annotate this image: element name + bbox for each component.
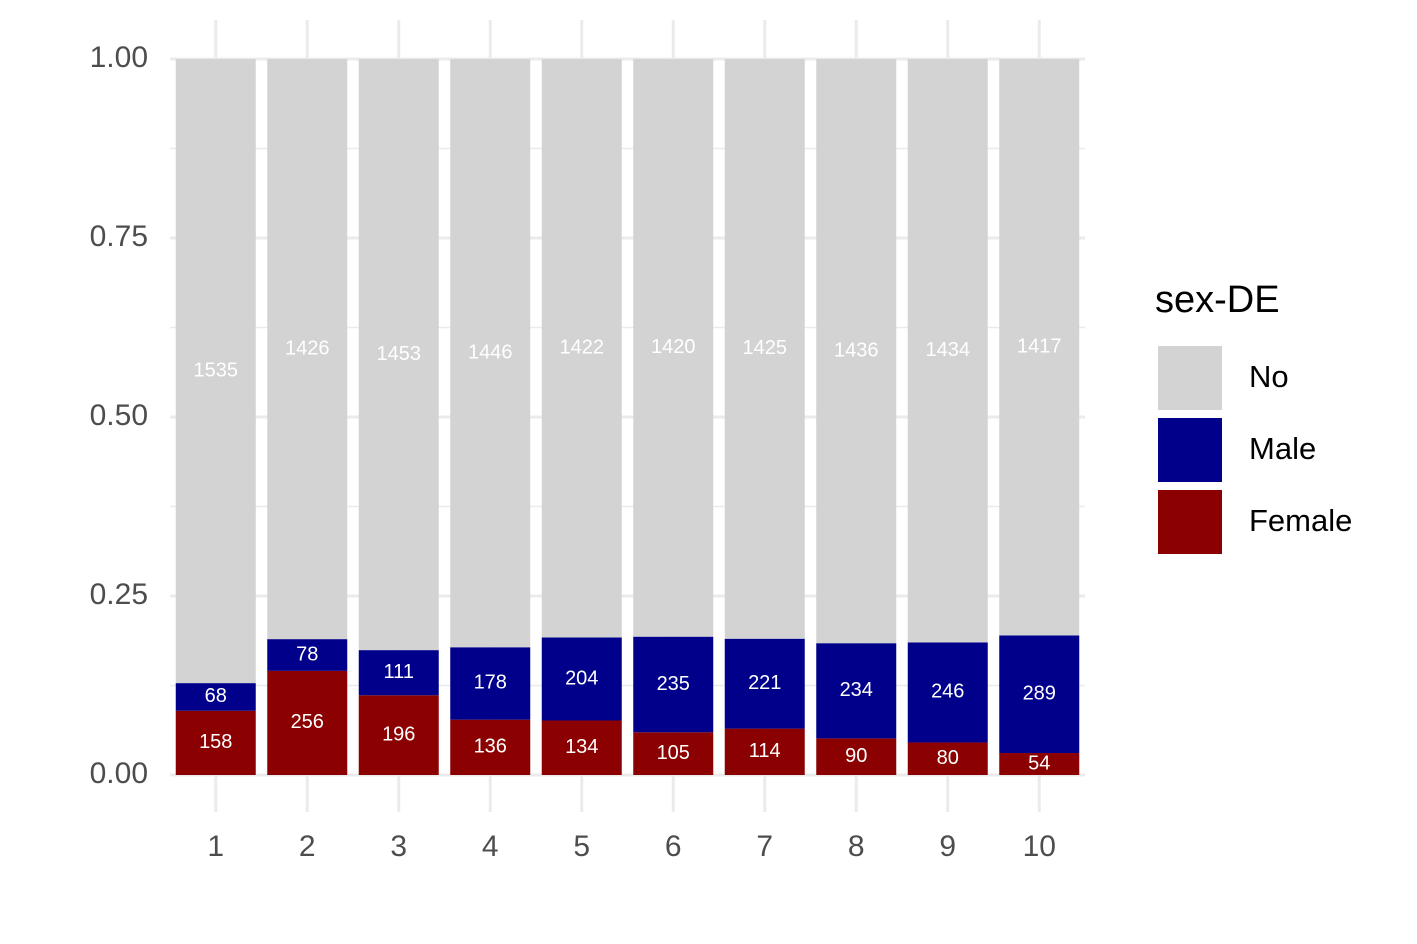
data-label: 1417	[1017, 336, 1062, 358]
data-label: 1422	[560, 337, 605, 359]
x-tick-label: 8	[848, 830, 865, 863]
data-label: 1434	[926, 339, 971, 361]
legend-label: No	[1249, 359, 1289, 394]
bar-segment	[999, 753, 1080, 775]
data-label: 1535	[194, 359, 239, 381]
bar-segment	[999, 59, 1080, 636]
bar-segment	[816, 738, 897, 775]
data-label: 1425	[743, 337, 788, 359]
data-label: 234	[840, 679, 873, 701]
bar-segment	[633, 732, 714, 775]
bar-segment	[267, 59, 348, 640]
x-tick-label: 1	[207, 830, 224, 863]
bar-segment	[633, 636, 714, 733]
bar-segment	[358, 59, 439, 651]
data-label: 80	[937, 747, 959, 769]
y-tick-label: 0.00	[90, 757, 148, 790]
data-label: 134	[565, 736, 598, 758]
bar-segment	[450, 719, 531, 775]
data-label: 158	[199, 731, 232, 753]
data-label: 78	[296, 643, 318, 665]
y-tick-label: 0.25	[90, 578, 148, 611]
bar-segment	[175, 59, 256, 684]
data-label: 1446	[468, 341, 513, 363]
bar-segment	[267, 639, 348, 671]
data-label: 1436	[834, 339, 879, 361]
bar-segment	[999, 635, 1080, 754]
data-label: 204	[565, 667, 598, 689]
data-label: 114	[749, 740, 781, 762]
y-tick-label: 1.00	[90, 41, 148, 74]
data-label: 1453	[377, 343, 422, 365]
bar-segment	[724, 638, 805, 729]
x-tick-label: 5	[573, 830, 590, 863]
x-tick-label: 6	[665, 830, 682, 863]
legend-key	[1158, 418, 1222, 482]
legend-label: Male	[1249, 431, 1316, 466]
data-label: 111	[384, 661, 414, 683]
data-label: 1426	[285, 337, 330, 359]
data-label: 246	[931, 681, 964, 703]
legend-key	[1158, 490, 1222, 554]
x-tick-label: 3	[390, 830, 407, 863]
data-label: 196	[382, 723, 415, 745]
data-label: 235	[657, 673, 690, 695]
x-tick-label: 10	[1023, 830, 1056, 863]
legend-key	[1158, 346, 1222, 410]
bar-segment	[450, 647, 531, 720]
data-label: 90	[845, 745, 867, 767]
x-tick-label: 4	[482, 830, 499, 863]
bar-segment	[541, 59, 622, 638]
bar-segment	[816, 643, 897, 739]
x-tick-label: 9	[939, 830, 956, 863]
x-tick-label: 7	[756, 830, 773, 863]
data-label: 221	[748, 672, 781, 694]
data-label: 105	[657, 742, 690, 764]
bar-segment	[175, 710, 256, 775]
bar-segment	[267, 670, 348, 775]
x-tick-label: 2	[299, 830, 316, 863]
data-label: 68	[205, 685, 227, 707]
data-label: 136	[474, 736, 507, 758]
y-tick-label: 0.50	[90, 399, 148, 432]
bar-segment	[358, 695, 439, 775]
bar-segment	[724, 59, 805, 639]
bar-segment	[907, 59, 988, 643]
bar-segment	[358, 650, 439, 696]
bar-segment	[175, 683, 256, 711]
bar-segment	[633, 59, 714, 637]
legend-label: Female	[1249, 503, 1352, 538]
data-label: 289	[1023, 683, 1056, 705]
y-tick-label: 0.75	[90, 220, 148, 253]
data-label: 1420	[651, 336, 696, 358]
data-label: 178	[474, 672, 507, 694]
bar-segment	[541, 720, 622, 775]
data-label: 54	[1028, 752, 1050, 774]
bar-segment	[450, 59, 531, 648]
bar-segment	[724, 728, 805, 775]
bar-segment	[907, 642, 988, 743]
bar-segment	[541, 637, 622, 721]
bar-segment	[907, 742, 988, 775]
legend-title: sex-DE	[1155, 279, 1280, 321]
data-label: 256	[291, 711, 324, 733]
bar-segment	[816, 59, 897, 644]
